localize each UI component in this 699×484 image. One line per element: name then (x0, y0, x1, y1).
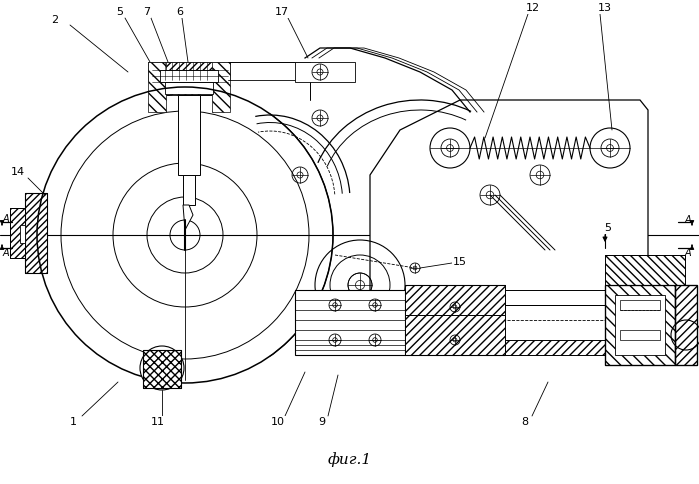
Text: 17: 17 (275, 7, 289, 17)
Text: 15: 15 (453, 257, 467, 267)
Bar (405, 315, 505, 355)
Bar (212, 62, 230, 112)
Text: 6: 6 (177, 7, 184, 17)
Text: $A$: $A$ (1, 212, 10, 224)
Bar (675, 285, 697, 365)
Bar (605, 255, 685, 285)
Bar (165, 82, 213, 94)
Text: фиг.1: фиг.1 (328, 453, 372, 468)
Text: 1: 1 (69, 417, 76, 427)
Bar (148, 62, 230, 80)
Text: $A$: $A$ (684, 213, 692, 225)
Bar (153, 80, 225, 95)
Bar (143, 350, 181, 388)
Circle shape (37, 87, 333, 383)
Bar (143, 350, 181, 388)
Text: 13: 13 (598, 3, 612, 13)
Text: 9: 9 (319, 417, 326, 427)
Bar (10, 208, 25, 258)
Bar (295, 290, 405, 355)
Text: 7: 7 (143, 7, 150, 17)
Circle shape (140, 346, 184, 390)
Bar (505, 290, 605, 305)
Polygon shape (370, 100, 648, 295)
Bar (25, 193, 47, 273)
Text: 5: 5 (605, 223, 612, 233)
Bar (160, 70, 218, 82)
Bar (20, 225, 25, 243)
Bar (148, 62, 230, 70)
Bar (505, 340, 605, 355)
Text: 10: 10 (271, 417, 285, 427)
Text: $A$: $A$ (1, 246, 10, 258)
Text: 14: 14 (11, 167, 25, 177)
Bar (615, 295, 665, 355)
Bar (183, 175, 195, 205)
Bar (148, 62, 166, 112)
Bar (405, 285, 505, 315)
Text: 8: 8 (521, 417, 528, 427)
Bar (10, 208, 25, 258)
Text: 12: 12 (526, 3, 540, 13)
Bar (170, 80, 200, 95)
Text: 11: 11 (151, 417, 165, 427)
Polygon shape (183, 205, 193, 230)
Bar (620, 300, 660, 310)
Bar (605, 285, 675, 365)
Bar (25, 193, 47, 273)
Bar (675, 285, 697, 365)
Bar (620, 330, 660, 340)
Text: 2: 2 (52, 15, 59, 25)
Text: 5: 5 (117, 7, 124, 17)
Bar (295, 62, 355, 82)
Bar (605, 285, 675, 365)
Bar (178, 95, 200, 175)
Text: $A$: $A$ (684, 246, 692, 258)
